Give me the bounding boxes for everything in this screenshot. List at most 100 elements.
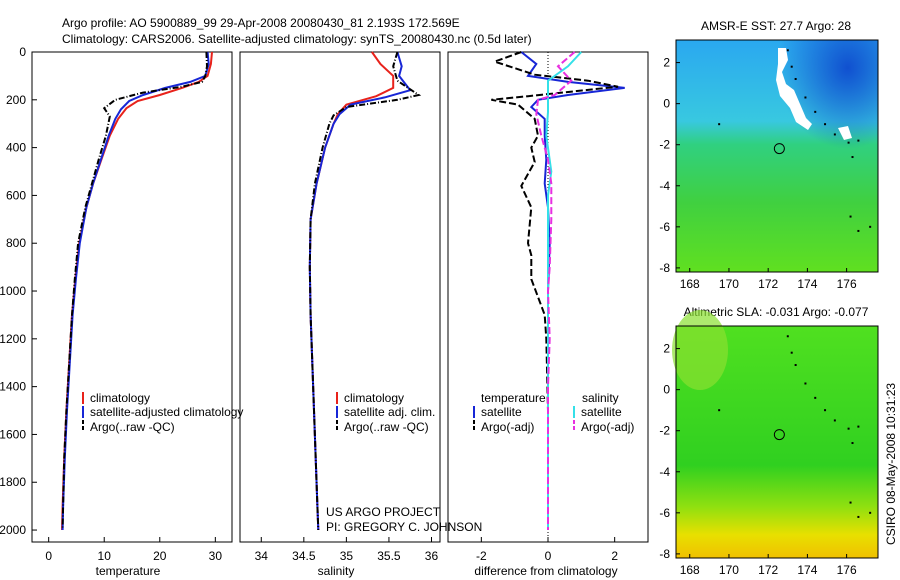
map-y-tick-label: -4 [659,179,670,193]
y-tick-label: 2000 [0,523,26,537]
island-mark [851,442,854,445]
series-line [308,51,412,531]
map-y-tick-label: 2 [663,56,670,70]
map-y-tick-label: 2 [663,342,670,356]
island-mark [718,409,721,412]
sla-map-axes: 168 170 172 174 176 2 0 -2 -4 -6 -8 [659,335,872,577]
map-x-tick-label: 174 [797,277,817,291]
island-mark [804,96,807,99]
island-mark [814,110,817,113]
legend-label: climatology [90,391,150,405]
island-mark [790,65,793,68]
island-mark [847,427,850,430]
header-line-2: Climatology: CARS2006. Satellite-adjuste… [62,32,532,46]
sla-map [672,310,879,559]
series-line [61,51,210,531]
map-y-tick-label: -4 [659,465,670,479]
map-y-tick-label: -8 [659,261,670,275]
island-mark [851,156,854,159]
x-tick-label: -2 [476,549,487,563]
map-y-tick-label: -6 [659,220,670,234]
y-tick-label: 1400 [0,380,26,394]
y-tick-label: 0 [19,45,26,59]
island-mark [833,419,836,422]
series-line [491,51,619,530]
map-y-tick-label: 0 [663,97,670,111]
map-y-tick-label: 0 [663,383,670,397]
island-mark [857,139,860,142]
series-line [61,51,209,528]
x-tick-label: 20 [153,549,167,563]
map-x-tick-label: 172 [758,563,778,577]
sst-map-title: AMSR-E SST: 27.7 Argo: 28 [701,19,851,33]
y-tick-label: 800 [6,236,26,250]
legend-label: satellite [581,405,622,419]
series-line [61,51,213,531]
salinity-plot: 34 34.5 35 35.5 36 [255,51,439,563]
map-x-tick-label: 170 [719,277,739,291]
island-mark [794,364,797,367]
salinity-xlabel: salinity [318,564,355,578]
temperature-plot: 0 10 20 30 0 200 400 600 800 1000 1200 1400 1600 1800… [0,45,222,563]
island-mark [824,123,827,126]
legend-label: Argo(-adj) [581,420,634,434]
timestamp-note: CSIRO 08-May-2008 10:31:23 [884,383,898,545]
legend-label: Argo(..raw -QC) [344,420,429,434]
island-mark [869,225,872,228]
map-y-tick-label: -6 [659,506,670,520]
legend-title: salinity [582,391,619,405]
island-mark [824,409,827,412]
map-x-tick-label: 176 [837,277,857,291]
y-tick-label: 1800 [0,475,26,489]
y-tick-label: 400 [6,141,26,155]
legend-label: Argo(..raw -QC) [90,420,175,434]
island-mark [847,141,850,144]
map-y-tick-label: -2 [659,424,670,438]
map-x-tick-label: 172 [758,277,778,291]
y-tick-label: 1600 [0,427,26,441]
map-y-tick-label: -2 [659,138,670,152]
sst-map [675,39,879,273]
sla-map-frame [675,325,879,559]
map-y-tick-label: -8 [659,547,670,561]
sla-map-title: Altimetric SLA: -0.031 Argo: -0.077 [684,305,869,319]
temperature-legend: climatology satellite-adjusted climatolo… [82,391,243,434]
temperature-axes [31,51,233,543]
sst-missing-data-patch [838,126,852,140]
difference-xlabel: difference from climatology [474,564,617,578]
island-mark [869,511,872,514]
legend-label: climatology [344,391,404,405]
salinity-axes [239,51,441,543]
island-mark [790,351,793,354]
argo-position-marker [773,143,785,155]
argo-position-marker [773,429,785,441]
island-mark [794,78,797,81]
x-tick-label: 34 [255,549,269,563]
map-x-tick-label: 168 [680,277,700,291]
temperature-xlabel: temperature [96,564,161,578]
salinity-legend: climatology satellite adj. clim. Argo(..… [336,391,435,434]
header-line-1: Argo profile: AO 5900889_99 29-Apr-2008 … [62,16,460,30]
map-x-tick-label: 170 [719,563,739,577]
series-line [308,51,422,531]
x-tick-label: 34.5 [292,549,316,563]
island-mark [718,123,721,126]
island-mark [833,133,836,136]
series-line [535,51,576,530]
x-tick-label: 36 [425,549,439,563]
pi-note: PI: GREGORY C. JOHNSON [326,520,482,534]
difference-legend: temperature salinity satellite Argo(-adj… [473,391,634,434]
island-mark [849,215,852,218]
legend-title: temperature [481,391,546,405]
island-mark [849,501,852,504]
sst-map-axes: 168 170 172 174 176 2 0 -2 -4 -6 -8 [659,49,872,291]
island-mark [857,425,860,428]
sst-map-frame [675,39,879,273]
island-mark [857,229,860,232]
legend-label: satellite-adjusted climatology [90,405,243,419]
legend-label: satellite [481,405,522,419]
series-line [308,51,395,531]
x-tick-label: 35.5 [377,549,401,563]
island-mark [804,382,807,385]
